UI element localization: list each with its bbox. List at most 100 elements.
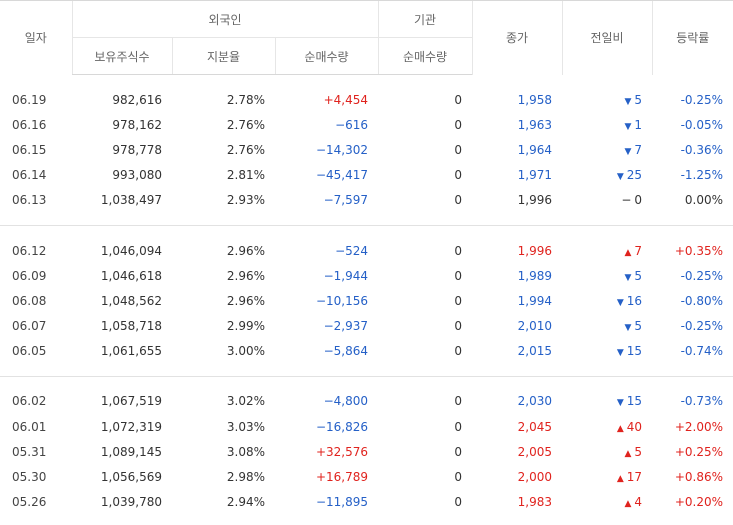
close-price-cell: 2,045: [517, 419, 553, 434]
share-ratio-cell: 3.03%: [226, 419, 265, 434]
rate-cell: +0.25%: [674, 444, 724, 459]
rate-cell: 0.00%: [684, 193, 724, 208]
institution-net-cell: 0: [454, 344, 463, 359]
header-foreign: 외국인: [71, 0, 379, 38]
foreign-net-cell: −4,800: [323, 394, 369, 409]
triangle-up-icon: ▲: [624, 247, 632, 258]
date-cell: 06.09: [12, 268, 47, 283]
rate-cell: -1.25%: [680, 168, 724, 183]
rate-cell: -0.25%: [680, 319, 724, 334]
change-value: 5: [634, 268, 643, 283]
change-value: 0: [634, 193, 643, 208]
holdings-cell: 1,046,618: [100, 268, 162, 283]
table-row: 06.16 978,162 2.76% −616 0 1,963 ▼ 1 -0.05%: [0, 112, 733, 137]
share-ratio-cell: 2.93%: [226, 193, 265, 208]
group-separator: [0, 375, 733, 389]
holdings-cell: 978,778: [112, 142, 162, 157]
change-value: 40: [626, 419, 643, 434]
change-value: 5: [634, 319, 643, 334]
table-row: 06.08 1,048,562 2.96% −10,156 0 1,994 ▼ 16 -0.80…: [0, 288, 733, 313]
change-cell: ▲ 40: [562, 414, 652, 439]
change-cell: ▼ 15: [562, 339, 652, 364]
change-value: 15: [626, 394, 643, 409]
close-price-cell: 1,964: [517, 142, 553, 157]
table-row: 06.01 1,072,319 3.03% −16,826 0 2,045 ▲ 40 +2.00…: [0, 414, 733, 439]
close-price-cell: 1,996: [517, 193, 553, 208]
change-value: 16: [626, 293, 643, 308]
date-cell: 05.31: [12, 444, 47, 459]
share-ratio-cell: 2.76%: [226, 117, 265, 132]
date-cell: 06.01: [12, 419, 47, 434]
institution-net-cell: 0: [454, 470, 463, 485]
share-ratio-cell: 2.78%: [226, 92, 265, 107]
change-value: 1: [634, 117, 643, 132]
triangle-down-icon: ▼: [624, 272, 632, 283]
change-cell: −0: [562, 188, 652, 213]
institution-net-cell: 0: [454, 444, 463, 459]
foreign-net-cell: −16,826: [315, 419, 369, 434]
change-value: 7: [634, 142, 643, 157]
foreign-net-cell: −11,895: [315, 495, 369, 510]
holdings-cell: 982,616: [112, 92, 162, 107]
close-price-cell: 2,010: [517, 319, 553, 334]
share-ratio-cell: 2.94%: [226, 495, 265, 510]
change-cell: ▼ 16: [562, 288, 652, 313]
group-spacer: [0, 364, 733, 377]
date-cell: 06.14: [12, 168, 47, 183]
rate-cell: -0.80%: [680, 293, 724, 308]
spacer-cell: [0, 213, 733, 226]
table-row: 06.02 1,067,519 3.02% −4,800 0 2,030 ▼ 15 -0.73%: [0, 389, 733, 414]
rate-cell: -0.05%: [680, 117, 724, 132]
triangle-up-icon: ▲: [616, 423, 624, 434]
institution-net-cell: 0: [454, 117, 463, 132]
rate-cell: -0.25%: [680, 268, 724, 283]
foreign-net-cell: +4,454: [323, 92, 369, 107]
share-ratio-cell: 2.96%: [226, 268, 265, 283]
close-price-cell: 1,971: [517, 168, 553, 183]
table-row: 06.05 1,061,655 3.00% −5,864 0 2,015 ▼ 15 -0.74%: [0, 339, 733, 364]
change-value: 17: [626, 470, 643, 485]
header-date: 일자: [0, 0, 72, 75]
header-institution: 기관: [377, 0, 473, 38]
close-price-cell: 2,015: [517, 344, 553, 359]
table-row: 06.12 1,046,094 2.96% −524 0 1,996 ▲ 7 +0.35%: [0, 238, 733, 263]
triangle-down-icon: ▼: [624, 323, 632, 334]
table-row: 06.15 978,778 2.76% −14,302 0 1,964 ▼ 7 -0.36%: [0, 137, 733, 162]
foreign-net-cell: −616: [335, 117, 369, 132]
share-ratio-cell: 2.76%: [226, 142, 265, 157]
group-separator: [0, 75, 733, 88]
change-cell: ▲ 4: [562, 490, 652, 515]
holdings-cell: 1,046,094: [100, 243, 162, 258]
change-cell: ▼ 25: [562, 163, 652, 188]
close-price-cell: 1,994: [517, 293, 553, 308]
change-value: 7: [634, 243, 643, 258]
foreign-net-cell: −524: [335, 243, 369, 258]
change-cell: ▼ 5: [562, 87, 652, 112]
share-ratio-cell: 2.99%: [226, 319, 265, 334]
change-cell: ▼ 7: [562, 137, 652, 162]
triangle-down-icon: ▼: [616, 297, 624, 308]
header-close: 종가: [471, 0, 563, 75]
share-ratio-cell: 3.08%: [226, 444, 265, 459]
share-ratio-cell: 2.98%: [226, 470, 265, 485]
foreign-net-cell: −14,302: [315, 142, 369, 157]
institution-net-cell: 0: [454, 293, 463, 308]
foreign-net-cell: −2,937: [323, 319, 369, 334]
header-change: 전일비: [561, 0, 653, 75]
close-price-cell: 1,996: [517, 243, 553, 258]
close-price-cell: 2,005: [517, 444, 553, 459]
share-ratio-cell: 2.96%: [226, 293, 265, 308]
share-ratio-cell: 3.02%: [226, 394, 265, 409]
table-row: 06.14 993,080 2.81% −45,417 0 1,971 ▼ 25 -1.25%: [0, 163, 733, 188]
rate-cell: -0.36%: [680, 142, 724, 157]
triangle-down-icon: ▼: [624, 146, 632, 157]
holdings-cell: 978,162: [112, 117, 162, 132]
rate-cell: -0.74%: [680, 344, 724, 359]
institution-net-cell: 0: [454, 394, 463, 409]
institution-net-cell: 0: [454, 268, 463, 283]
date-cell: 06.19: [12, 92, 47, 107]
change-cell: ▲ 7: [562, 238, 652, 263]
separator-cell: [0, 375, 733, 389]
